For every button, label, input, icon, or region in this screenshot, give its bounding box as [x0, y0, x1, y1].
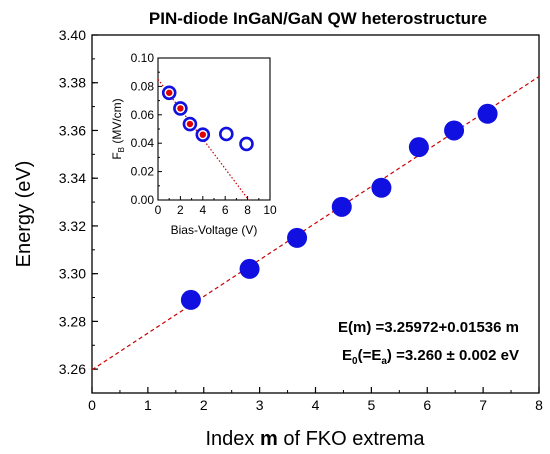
inset-data-point-center: [166, 89, 173, 96]
ea-subscript: a: [381, 356, 387, 367]
inset-data-point-center: [186, 120, 194, 128]
inset-x-tick-label: 6: [222, 203, 229, 217]
y-tick-label: 3.32: [59, 218, 86, 234]
inset-data-point-center: [199, 131, 206, 138]
x-tick-label: 5: [367, 397, 375, 413]
data-point: [408, 137, 429, 158]
inset-y-tick-label: 0.10: [131, 51, 155, 65]
y-tick-label: 3.30: [59, 266, 86, 282]
x-tick-label: 8: [535, 397, 543, 413]
fit-line: [91, 76, 540, 371]
e0-value: E0(=Ea) =3.260 ± 0.002 eV: [342, 347, 519, 367]
x-tick-label: 1: [144, 397, 152, 413]
main-fit-line: [91, 76, 540, 371]
y-tick-label: 3.28: [59, 313, 86, 329]
x-tick-label: 4: [312, 397, 320, 413]
inset-axis-ticks: 0 2 4 6 8 10 0.00 0.02 0.04 0.06 0.08 0.10: [131, 51, 277, 217]
inset-x-axis-label: Bias-Voltage (V): [171, 223, 258, 237]
x-tick-label: 6: [423, 397, 431, 413]
x-tick-label: 3: [256, 397, 264, 413]
inset-y-tick-label: 0.00: [131, 193, 155, 207]
data-point: [180, 289, 201, 310]
inset-y-axis-label: FB (MV/cm): [110, 98, 126, 159]
main-axis-ticks: 0 1 2 3 4 5 6 7 8 3.26 3.28 3.30 3.32 3.34 3.36 3.38 3.4…: [59, 27, 543, 413]
y-tick-label: 3.26: [59, 361, 86, 377]
x-axis-label-suffix: of FKO extrema: [278, 428, 426, 450]
inset-x-tick-label: 0: [155, 203, 162, 217]
data-point: [371, 177, 392, 198]
fit-equation: E(m) =3.25972+0.01536 m: [338, 319, 519, 336]
e0-subscript: 0: [352, 356, 358, 367]
ea-symbol: (=E: [358, 347, 382, 364]
x-axis-label-bold: m: [260, 428, 278, 450]
x-axis-label: Index m of FKO extrema: [206, 428, 426, 450]
data-point: [444, 120, 465, 141]
x-axis-label-prefix: Index: [206, 428, 260, 450]
inset-x-tick-label: 4: [199, 203, 206, 217]
y-tick-label: 3.34: [59, 170, 86, 186]
inset-data-points: [161, 85, 254, 152]
inset-x-tick-label: 2: [177, 203, 184, 217]
e0-value-text: ) =3.260 ± 0.002 eV: [387, 347, 519, 364]
inset-x-tick-label: 10: [263, 203, 277, 217]
inset-y-label-sub: B: [117, 147, 126, 152]
inset-x-tick-label: 8: [244, 203, 251, 217]
inset-y-label-main: F: [110, 152, 124, 159]
data-point: [477, 103, 498, 124]
inset-y-tick-label: 0.08: [131, 79, 155, 93]
x-tick-label: 7: [479, 397, 487, 413]
inset-y-tick-label: 0.02: [131, 165, 155, 179]
inset-y-label-rest: (MV/cm): [110, 98, 124, 147]
main-data-points: [180, 103, 498, 310]
y-axis-label: Energy (eV): [13, 161, 35, 268]
inset-y-tick-label: 0.04: [131, 136, 155, 150]
data-point: [287, 227, 308, 248]
y-tick-label: 3.38: [59, 75, 86, 91]
inset-fit-line: [157, 78, 250, 201]
e0-symbol: E: [342, 347, 352, 364]
data-point: [239, 258, 260, 279]
y-tick-label: 3.36: [59, 122, 86, 138]
inset-y-tick-label: 0.06: [131, 108, 155, 122]
data-point: [331, 196, 352, 217]
y-tick-label: 3.40: [59, 27, 86, 43]
chart-title: PIN-diode InGaN/GaN QW heterostructure: [149, 9, 487, 28]
inset-fit-line: [157, 78, 250, 201]
x-tick-label: 0: [88, 397, 96, 413]
x-tick-label: 2: [200, 397, 208, 413]
inset-plot-frame: [157, 57, 271, 201]
inset-open-point: [239, 136, 254, 152]
inset-open-point: [219, 126, 234, 142]
inset-data-point-center: [177, 105, 184, 112]
